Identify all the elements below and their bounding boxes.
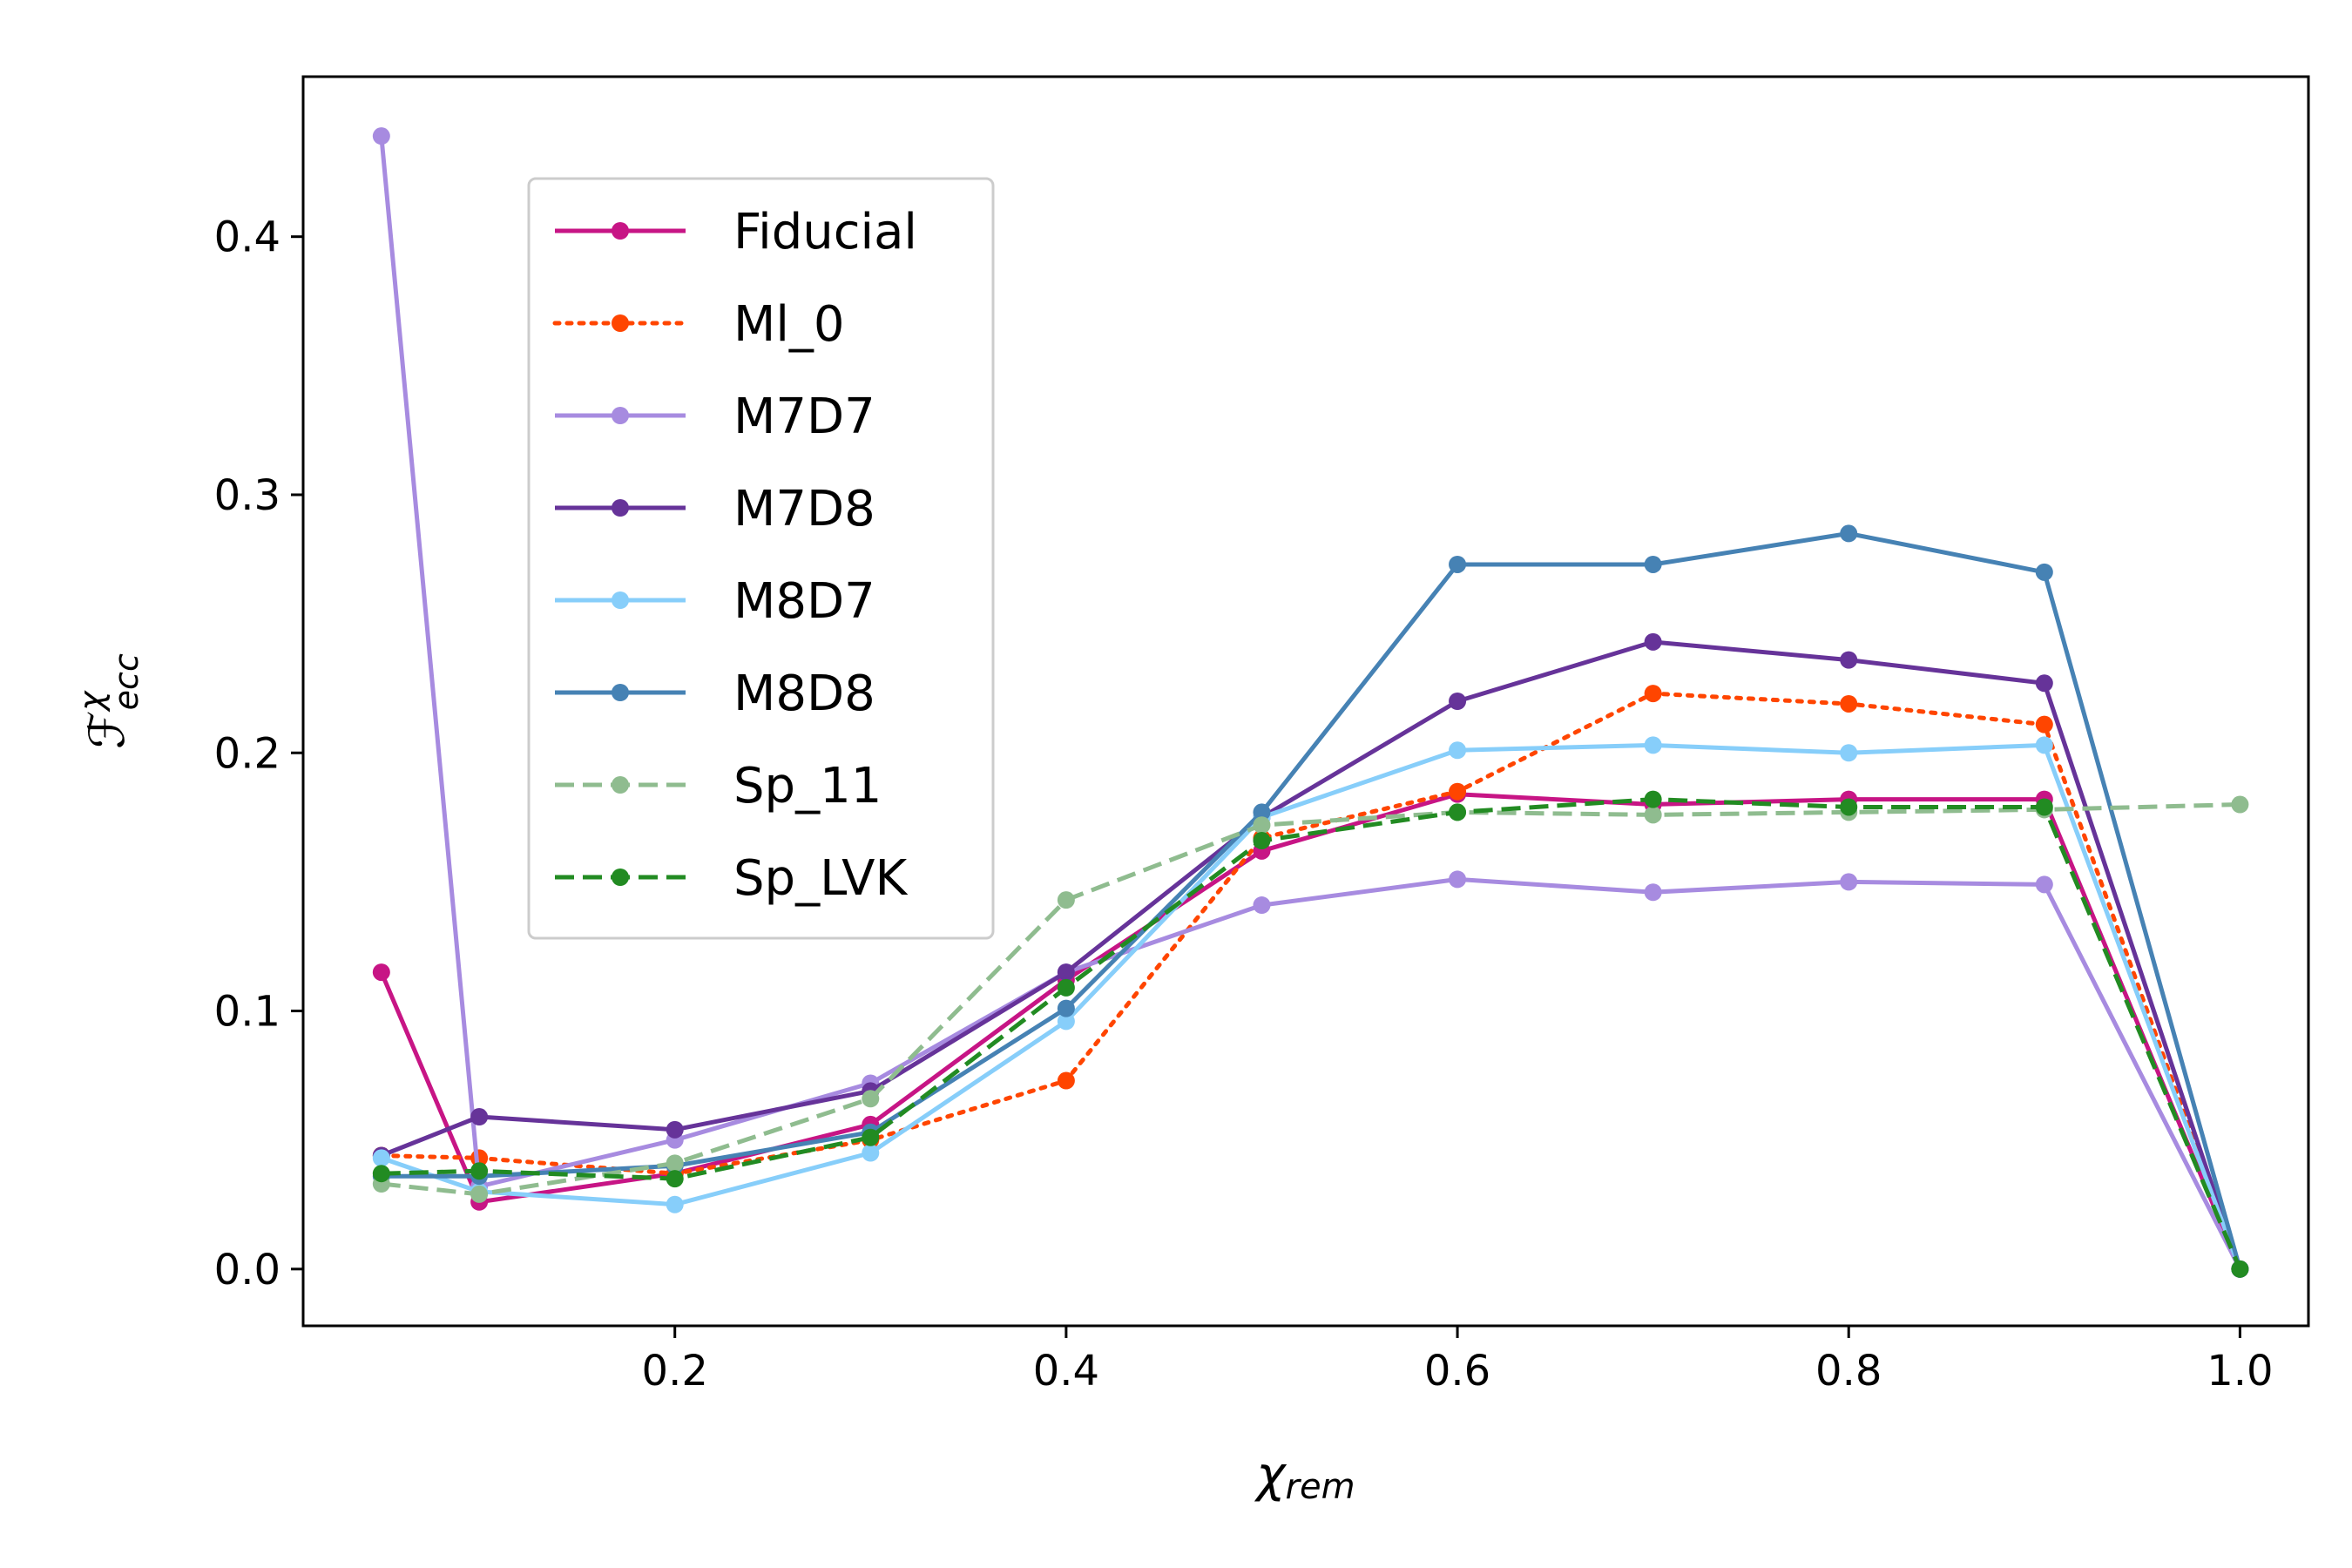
- data-point: [470, 1108, 489, 1126]
- legend-marker: [612, 868, 629, 886]
- legend-marker: [612, 407, 629, 424]
- plot-frame: [301, 75, 2310, 1328]
- legend-label: Fiducial: [733, 204, 917, 260]
- data-point: [1840, 873, 1858, 891]
- x-axis-ticks: 0.2 0.4 0.6 0.8 1.0: [642, 1326, 2274, 1396]
- data-point: [1644, 736, 1662, 754]
- data-point: [1644, 806, 1662, 824]
- data-point: [1253, 896, 1271, 915]
- data-point: [666, 1120, 684, 1139]
- data-point: [1057, 1071, 1075, 1090]
- x-tick-label: 0.8: [1815, 1347, 1882, 1396]
- x-tick-label: 1.0: [2207, 1347, 2273, 1396]
- legend-marker: [612, 591, 629, 609]
- data-point: [666, 1154, 684, 1173]
- y-tick-label: 0.2: [214, 729, 280, 778]
- legend-marker: [612, 684, 629, 701]
- legend-box: [527, 177, 995, 940]
- data-point: [2035, 715, 2053, 733]
- legend-label: Sp_LVK: [733, 850, 908, 907]
- data-point: [1057, 891, 1075, 909]
- x-axis-label: χrem: [1254, 1447, 1355, 1507]
- data-point: [666, 1170, 684, 1188]
- data-point: [1449, 782, 1467, 801]
- x-tick-label: 0.6: [1424, 1347, 1490, 1396]
- x-tick-label: 0.2: [642, 1347, 708, 1396]
- data-point: [2035, 563, 2053, 581]
- y-axis-label: ℱχecc: [72, 653, 145, 749]
- data-point: [862, 1128, 880, 1146]
- data-point: [1840, 524, 1858, 543]
- data-point: [2035, 674, 2053, 693]
- y-tick-label: 0.0: [214, 1246, 280, 1294]
- legend-marker: [612, 314, 629, 332]
- series-layer: [372, 127, 2249, 1278]
- data-point: [1644, 632, 1662, 651]
- data-point: [2231, 795, 2249, 814]
- data-point: [1253, 831, 1271, 849]
- data-point: [470, 1162, 489, 1180]
- data-point: [862, 1090, 880, 1108]
- x-tick-label: 0.4: [1033, 1347, 1099, 1396]
- data-point: [1057, 1012, 1075, 1031]
- legend-label: M8D7: [733, 573, 875, 630]
- data-point: [1644, 555, 1662, 573]
- legend-label: Ml_0: [733, 296, 845, 353]
- legend-marker: [612, 222, 629, 240]
- data-point: [1644, 790, 1662, 808]
- data-point: [2035, 736, 2053, 754]
- data-point: [372, 1149, 390, 1167]
- data-point: [1840, 744, 1858, 762]
- data-point: [1057, 963, 1075, 982]
- y-axis-ticks: 0.0 0.1 0.2 0.3 0.4: [214, 213, 303, 1294]
- data-point: [1057, 999, 1075, 1017]
- series-sp-lvk: [372, 790, 2249, 1278]
- data-point: [1449, 693, 1467, 710]
- legend-label: M7D8: [733, 481, 875, 537]
- legend-label: M7D7: [733, 389, 875, 445]
- data-point: [372, 127, 390, 145]
- data-point: [2231, 1260, 2249, 1278]
- data-point: [1449, 870, 1467, 889]
- data-point: [862, 1144, 880, 1162]
- y-tick-label: 0.3: [214, 471, 280, 520]
- legend-marker: [612, 776, 629, 794]
- legend-label: Sp_11: [733, 758, 882, 814]
- y-tick-label: 0.1: [214, 988, 280, 1037]
- data-point: [372, 963, 390, 982]
- data-point: [1253, 803, 1271, 821]
- data-point: [1253, 816, 1271, 835]
- data-point: [372, 1165, 390, 1183]
- data-point: [666, 1195, 684, 1213]
- data-point: [1449, 741, 1467, 760]
- legend-marker: [612, 499, 629, 517]
- data-point: [1840, 651, 1858, 669]
- data-point: [2035, 798, 2053, 816]
- data-point: [1644, 883, 1662, 902]
- y-tick-label: 0.4: [214, 213, 280, 262]
- legend-label: M8D8: [733, 666, 875, 722]
- data-point: [1840, 798, 1858, 816]
- data-point: [2035, 875, 2053, 894]
- data-point: [1840, 694, 1858, 713]
- data-point: [1644, 685, 1662, 703]
- legend: Fiducial Ml_0 M7D7 M7D8 M8D7 M8D8 Sp_11 Sp_LVK: [527, 177, 995, 940]
- data-point: [1449, 555, 1467, 573]
- data-point: [1449, 803, 1467, 821]
- data-point: [470, 1185, 489, 1203]
- data-point: [1057, 978, 1075, 997]
